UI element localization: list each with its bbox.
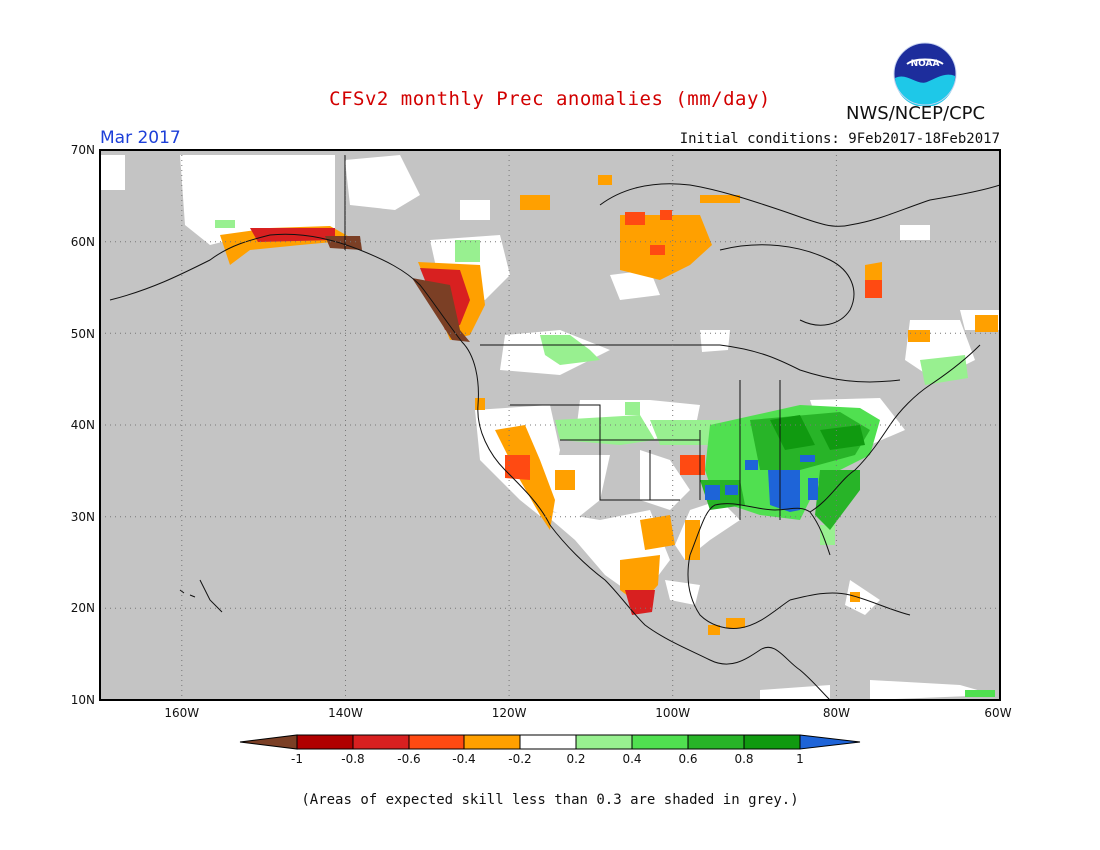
legend-tick: 1 bbox=[796, 752, 804, 766]
legend-swatch bbox=[408, 734, 465, 750]
noaa-logo-icon: NOAA bbox=[893, 42, 957, 106]
legend-tick: -0.4 bbox=[452, 752, 475, 766]
dry-anomaly-regions bbox=[220, 175, 998, 635]
anomaly-field bbox=[100, 155, 1000, 700]
color-legend bbox=[239, 734, 861, 750]
graticule bbox=[100, 150, 1000, 700]
latitude-labels: 70N 60N 50N 40N 30N 20N 10N bbox=[71, 143, 95, 707]
legend-tick: -0.8 bbox=[341, 752, 364, 766]
legend-tick-labels: -1 -0.8 -0.6 -0.4 -0.2 0.2 0.4 0.6 0.8 1 bbox=[291, 752, 804, 766]
legend-swatch bbox=[463, 734, 521, 750]
agency-label: NWS/NCEP/CPC bbox=[846, 103, 986, 124]
coastlines bbox=[109, 155, 1000, 700]
legend-swatch bbox=[575, 734, 633, 750]
legend-tick: -0.2 bbox=[508, 752, 531, 766]
lat-label: 60N bbox=[71, 235, 95, 249]
legend-swatch bbox=[687, 734, 745, 750]
legend-swatch bbox=[296, 734, 354, 750]
lon-label: 80W bbox=[823, 706, 850, 720]
lat-label: 50N bbox=[71, 327, 95, 341]
lat-label: 20N bbox=[71, 601, 95, 615]
map-frame bbox=[99, 149, 1001, 701]
lon-label: 160W bbox=[164, 706, 199, 720]
legend-swatch bbox=[239, 734, 298, 750]
legend-swatch bbox=[631, 734, 689, 750]
legend-tick: 0.2 bbox=[566, 752, 585, 766]
valid-month: Mar 2017 bbox=[100, 128, 181, 148]
lat-label: 30N bbox=[71, 510, 95, 524]
lon-label: 140W bbox=[328, 706, 363, 720]
legend-tick: 0.4 bbox=[622, 752, 641, 766]
map-title: CFSv2 monthly Prec anomalies (mm/day) bbox=[329, 88, 771, 110]
lat-label: 10N bbox=[71, 693, 95, 707]
legend-swatch bbox=[799, 734, 861, 750]
logo-text: NOAA bbox=[911, 59, 940, 69]
legend-tick: -1 bbox=[291, 752, 303, 766]
longitude-labels: 160W 140W 120W 100W 80W 60W bbox=[164, 706, 1011, 720]
initial-conditions: Initial conditions: 9Feb2017-18Feb2017 bbox=[679, 131, 1000, 147]
lon-label: 120W bbox=[492, 706, 527, 720]
lat-label: 70N bbox=[71, 143, 95, 157]
skill-footnote: (Areas of expected skill less than 0.3 a… bbox=[301, 792, 799, 808]
legend-swatch bbox=[519, 734, 577, 750]
legend-tick: 0.8 bbox=[734, 752, 753, 766]
lon-label: 60W bbox=[984, 706, 1011, 720]
legend-tick: -0.6 bbox=[397, 752, 420, 766]
legend-swatch bbox=[743, 734, 801, 750]
legend-tick: 0.6 bbox=[678, 752, 697, 766]
lat-label: 40N bbox=[71, 418, 95, 432]
lon-label: 100W bbox=[655, 706, 690, 720]
legend-swatch bbox=[352, 734, 410, 750]
